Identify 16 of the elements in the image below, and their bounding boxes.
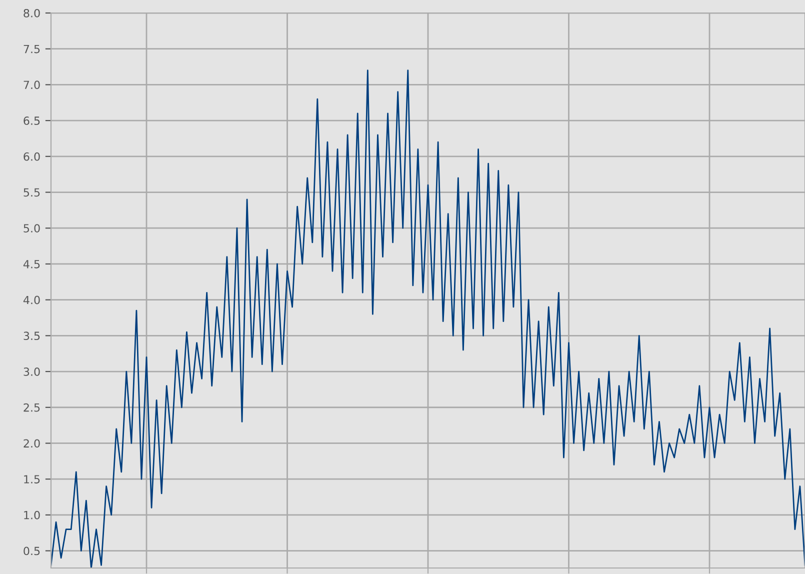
y-tick-label: 2.5 bbox=[24, 403, 40, 412]
y-tick-label: 2.0 bbox=[24, 439, 40, 448]
y-tick-label: 7.5 bbox=[24, 44, 40, 54]
y-tick-label: 5.5 bbox=[24, 188, 40, 197]
y-tick-label: 4.0 bbox=[23, 296, 40, 304]
y-tick-label: 1.5 bbox=[24, 475, 40, 484]
y-tick-label: 5.0 bbox=[24, 224, 40, 232]
y-tick-label: 3.5 bbox=[24, 332, 40, 340]
y-tick-label: 1.0 bbox=[24, 510, 40, 520]
y-tick-label: 4.5 bbox=[23, 260, 40, 268]
y-tick-label: 8.0 bbox=[24, 8, 40, 18]
y-tick-label: 0.5 bbox=[24, 546, 40, 556]
y-tick-label: 6.5 bbox=[24, 116, 40, 125]
y-tick-label: 6.0 bbox=[24, 152, 40, 161]
y-tick-label: 7.0 bbox=[24, 80, 40, 90]
y-tick-label: 3.0 bbox=[24, 368, 40, 376]
